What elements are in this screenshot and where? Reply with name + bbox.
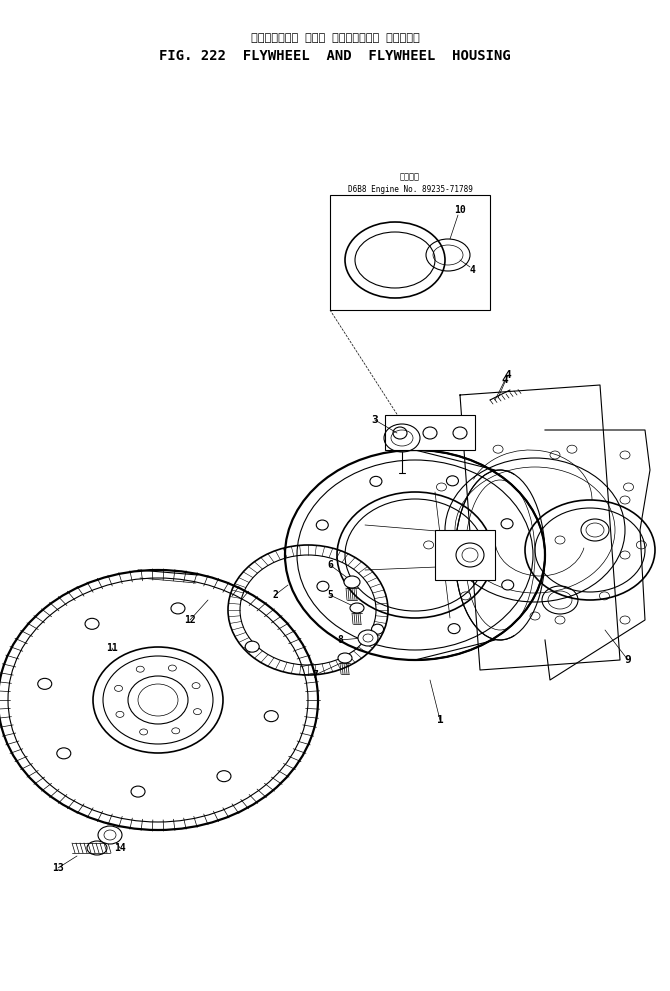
Ellipse shape — [338, 653, 352, 663]
Ellipse shape — [264, 711, 278, 721]
Ellipse shape — [245, 641, 259, 652]
Ellipse shape — [448, 623, 460, 633]
Text: 5: 5 — [327, 590, 333, 600]
Text: 10: 10 — [454, 205, 466, 215]
Ellipse shape — [372, 624, 383, 634]
Text: 4: 4 — [505, 370, 511, 380]
Ellipse shape — [131, 786, 145, 797]
Ellipse shape — [317, 582, 329, 592]
Text: 7: 7 — [312, 670, 318, 680]
Ellipse shape — [217, 771, 231, 782]
Text: 6: 6 — [327, 560, 333, 570]
Text: 2: 2 — [272, 590, 278, 600]
Ellipse shape — [358, 630, 378, 646]
Ellipse shape — [502, 580, 514, 590]
Text: 3: 3 — [372, 415, 379, 425]
Bar — [330, 195, 490, 310]
Text: 13: 13 — [52, 863, 64, 873]
Bar — [385, 415, 475, 450]
Ellipse shape — [446, 476, 458, 486]
Text: 1: 1 — [437, 715, 444, 725]
Ellipse shape — [57, 748, 71, 759]
Text: 14: 14 — [114, 843, 126, 853]
Text: 12: 12 — [184, 615, 196, 625]
Text: FIG. 222  FLYWHEEL  AND  FLYWHEEL  HOUSING: FIG. 222 FLYWHEEL AND FLYWHEEL HOUSING — [159, 49, 511, 63]
Text: D6B8 Engine No. 89235-71789: D6B8 Engine No. 89235-71789 — [348, 184, 472, 193]
Bar — [435, 530, 495, 580]
Text: 適用番号: 適用番号 — [400, 172, 420, 181]
Ellipse shape — [370, 477, 382, 487]
Text: 4: 4 — [502, 375, 509, 385]
Text: 8: 8 — [337, 635, 343, 645]
Ellipse shape — [87, 841, 107, 855]
Ellipse shape — [423, 427, 437, 439]
Ellipse shape — [316, 520, 328, 530]
Polygon shape — [545, 430, 650, 680]
Text: 11: 11 — [106, 643, 118, 653]
Text: フライホイール および フライホイール ハウジング: フライホイール および フライホイール ハウジング — [251, 33, 419, 43]
Ellipse shape — [38, 679, 52, 690]
Polygon shape — [460, 385, 620, 670]
Ellipse shape — [344, 576, 360, 588]
Ellipse shape — [393, 427, 407, 439]
Ellipse shape — [453, 427, 467, 439]
Ellipse shape — [501, 518, 513, 529]
Ellipse shape — [98, 826, 122, 844]
Ellipse shape — [85, 618, 99, 629]
Ellipse shape — [171, 603, 185, 613]
Text: 4: 4 — [470, 265, 476, 275]
Text: 9: 9 — [624, 655, 631, 665]
Ellipse shape — [350, 603, 364, 613]
